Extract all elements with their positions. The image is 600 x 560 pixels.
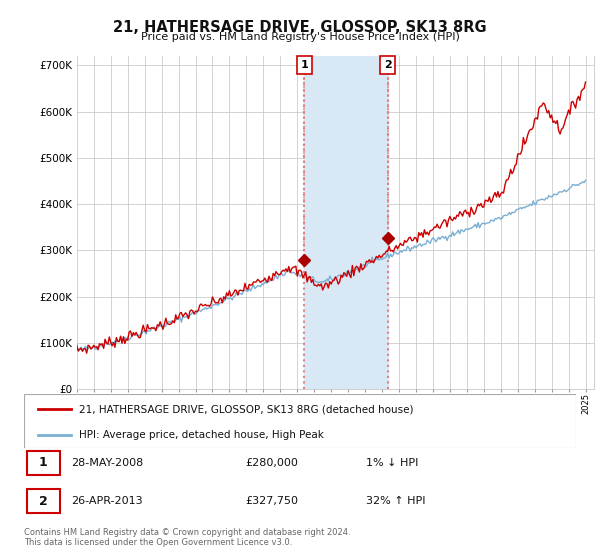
Text: Contains HM Land Registry data © Crown copyright and database right 2024.
This d: Contains HM Land Registry data © Crown c… <box>24 528 350 548</box>
Bar <box>304 56 388 389</box>
Text: 2: 2 <box>39 494 47 508</box>
Text: £327,750: £327,750 <box>245 496 298 506</box>
Text: Price paid vs. HM Land Registry's House Price Index (HPI): Price paid vs. HM Land Registry's House … <box>140 32 460 43</box>
Text: 1: 1 <box>301 60 308 70</box>
Text: 1: 1 <box>39 456 47 469</box>
Text: HPI: Average price, detached house, High Peak: HPI: Average price, detached house, High… <box>79 430 324 440</box>
Text: 21, HATHERSAGE DRIVE, GLOSSOP, SK13 8RG: 21, HATHERSAGE DRIVE, GLOSSOP, SK13 8RG <box>113 20 487 35</box>
Text: 2: 2 <box>384 60 392 70</box>
Text: 28-MAY-2008: 28-MAY-2008 <box>71 458 143 468</box>
FancyBboxPatch shape <box>24 394 576 448</box>
FancyBboxPatch shape <box>27 489 60 514</box>
FancyBboxPatch shape <box>27 451 60 475</box>
Text: 32% ↑ HPI: 32% ↑ HPI <box>366 496 426 506</box>
Text: 1% ↓ HPI: 1% ↓ HPI <box>366 458 419 468</box>
Text: £280,000: £280,000 <box>245 458 298 468</box>
Text: 21, HATHERSAGE DRIVE, GLOSSOP, SK13 8RG (detached house): 21, HATHERSAGE DRIVE, GLOSSOP, SK13 8RG … <box>79 404 414 414</box>
Text: 26-APR-2013: 26-APR-2013 <box>71 496 143 506</box>
